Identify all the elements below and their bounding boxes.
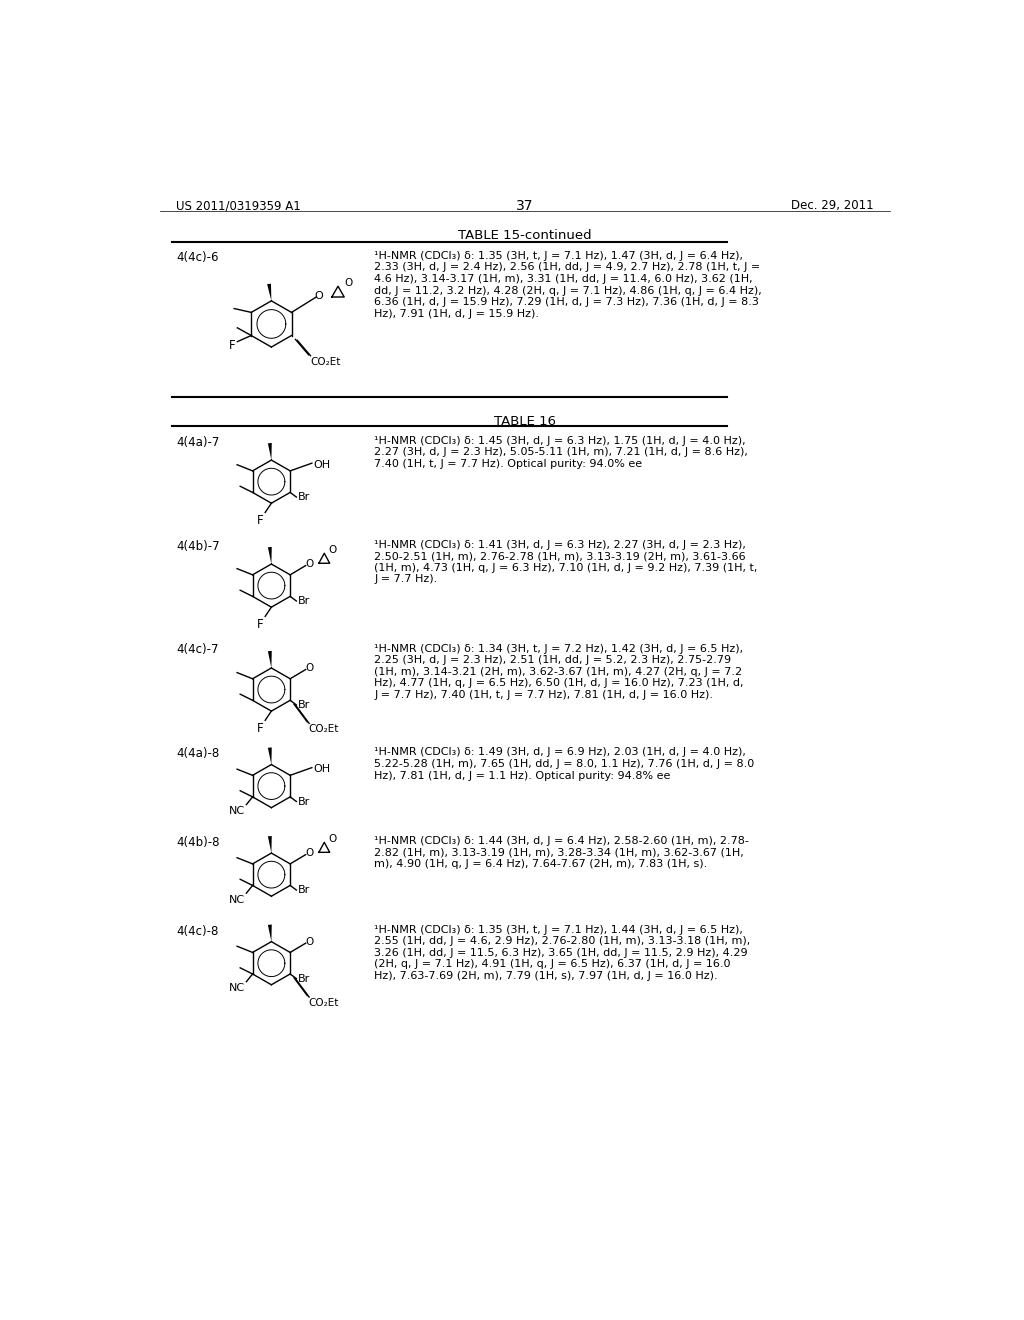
Text: ¹H-NMR (CDCl₃) δ: 1.45 (3H, d, J = 6.3 Hz), 1.75 (1H, d, J = 4.0 Hz),
2.27 (3H, : ¹H-NMR (CDCl₃) δ: 1.45 (3H, d, J = 6.3 H… (375, 436, 749, 469)
Text: 4(4a)-7: 4(4a)-7 (176, 436, 219, 449)
Text: O: O (344, 277, 352, 288)
Text: ¹H-NMR (CDCl₃) δ: 1.49 (3H, d, J = 6.9 Hz), 2.03 (1H, d, J = 4.0 Hz),
5.22-5.28 : ¹H-NMR (CDCl₃) δ: 1.49 (3H, d, J = 6.9 H… (375, 747, 755, 780)
Text: O: O (305, 849, 313, 858)
Polygon shape (268, 546, 271, 564)
Text: ¹H-NMR (CDCl₃) δ: 1.41 (3H, d, J = 6.3 Hz), 2.27 (3H, d, J = 2.3 Hz),
2.50-2.51 : ¹H-NMR (CDCl₃) δ: 1.41 (3H, d, J = 6.3 H… (375, 540, 758, 585)
Text: F: F (257, 722, 263, 735)
Text: Br: Br (298, 492, 310, 502)
Text: ¹H-NMR (CDCl₃) δ: 1.34 (3H, t, J = 7.2 Hz), 1.42 (3H, d, J = 6.5 Hz),
2.25 (3H, : ¹H-NMR (CDCl₃) δ: 1.34 (3H, t, J = 7.2 H… (375, 644, 744, 700)
Text: Dec. 29, 2011: Dec. 29, 2011 (791, 199, 873, 213)
Text: Br: Br (298, 796, 310, 807)
Text: CO₂Et: CO₂Et (309, 725, 339, 734)
Polygon shape (267, 284, 271, 301)
Text: CO₂Et: CO₂Et (310, 358, 341, 367)
Text: 4(4c)-7: 4(4c)-7 (176, 644, 218, 656)
Text: O: O (305, 937, 313, 946)
Text: ¹H-NMR (CDCl₃) δ: 1.35 (3H, t, J = 7.1 Hz), 1.47 (3H, d, J = 6.4 Hz),
2.33 (3H, : ¹H-NMR (CDCl₃) δ: 1.35 (3H, t, J = 7.1 H… (375, 251, 762, 319)
Polygon shape (268, 747, 271, 764)
Text: 4(4c)-8: 4(4c)-8 (176, 924, 218, 937)
Polygon shape (268, 444, 271, 461)
Text: F: F (257, 513, 263, 527)
Text: NC: NC (228, 807, 245, 816)
Text: NC: NC (228, 983, 245, 993)
Text: 37: 37 (516, 199, 534, 214)
Text: CO₂Et: CO₂Et (309, 998, 339, 1008)
Text: OH: OH (313, 764, 331, 774)
Text: Br: Br (298, 700, 310, 710)
Text: OH: OH (313, 459, 331, 470)
Text: Br: Br (298, 884, 310, 895)
Text: US 2011/0319359 A1: US 2011/0319359 A1 (176, 199, 301, 213)
Text: O: O (314, 290, 324, 301)
Text: 4(4a)-8: 4(4a)-8 (176, 747, 219, 760)
Text: O: O (305, 664, 313, 673)
Text: O: O (328, 545, 337, 554)
Text: F: F (257, 618, 263, 631)
Text: O: O (305, 560, 313, 569)
Text: 4(4b)-7: 4(4b)-7 (176, 540, 220, 553)
Polygon shape (268, 924, 271, 941)
Text: TABLE 15-continued: TABLE 15-continued (458, 230, 592, 243)
Text: 4(4b)-8: 4(4b)-8 (176, 836, 219, 849)
Polygon shape (268, 651, 271, 668)
Text: F: F (229, 339, 236, 351)
Text: TABLE 16: TABLE 16 (494, 414, 556, 428)
Polygon shape (268, 836, 271, 853)
Text: ¹H-NMR (CDCl₃) δ: 1.35 (3H, t, J = 7.1 Hz), 1.44 (3H, d, J = 6.5 Hz),
2.55 (1H, : ¹H-NMR (CDCl₃) δ: 1.35 (3H, t, J = 7.1 H… (375, 924, 751, 981)
Text: Br: Br (298, 974, 310, 983)
Text: O: O (328, 834, 337, 843)
Text: Br: Br (298, 597, 310, 606)
Text: ¹H-NMR (CDCl₃) δ: 1.44 (3H, d, J = 6.4 Hz), 2.58-2.60 (1H, m), 2.78-
2.82 (1H, m: ¹H-NMR (CDCl₃) δ: 1.44 (3H, d, J = 6.4 H… (375, 836, 750, 869)
Text: 4(4c)-6: 4(4c)-6 (176, 251, 218, 264)
Text: NC: NC (228, 895, 245, 904)
